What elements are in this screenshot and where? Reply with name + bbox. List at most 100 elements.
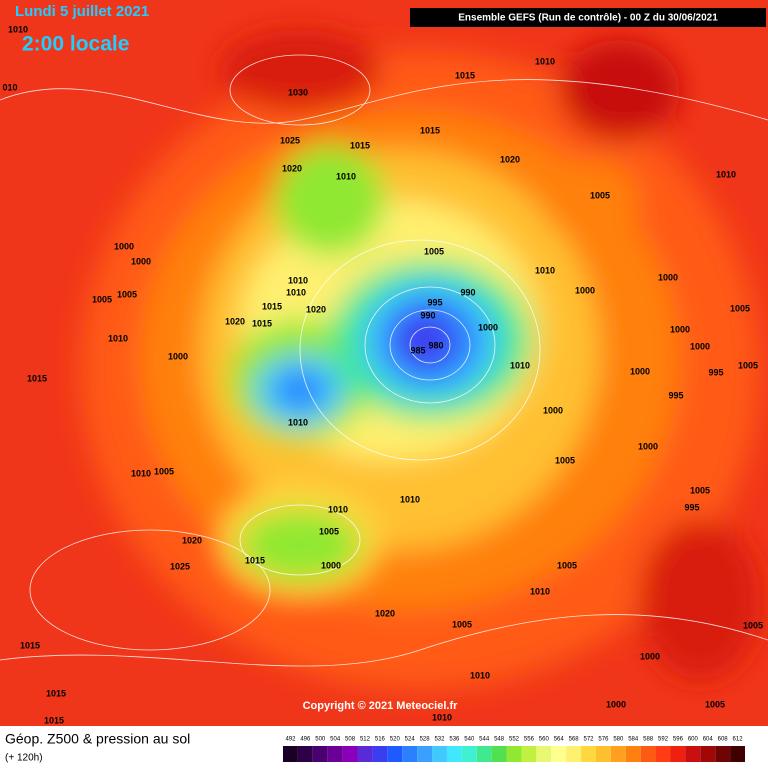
isobar-label: 990 [460, 287, 475, 297]
isobar-label: 1000 [168, 351, 188, 361]
legend-swatch [625, 746, 641, 762]
legend-level: 576 [598, 737, 609, 743]
legend-level: 588 [643, 737, 654, 743]
map-background [0, 0, 768, 726]
isobar-label: 1010 [336, 171, 356, 181]
legend-swatch [655, 746, 671, 762]
legend-level: 540 [464, 737, 475, 743]
isobar-label: 1015 [46, 688, 66, 698]
legend-swatch [536, 746, 552, 762]
isobar-label: 1000 [131, 256, 151, 266]
legend-level: 612 [733, 737, 744, 743]
isobar-label: 1010 [432, 712, 452, 722]
isobar-label: 1020 [306, 304, 326, 314]
legend-level: 520 [390, 737, 401, 743]
isobar-label: 1005 [319, 526, 339, 536]
legend-level: 532 [434, 737, 445, 743]
field-name: Géop. Z500 & pression au sol [5, 731, 190, 747]
legend-swatch [640, 746, 656, 762]
legend-swatch [476, 746, 492, 762]
legend-swatch [372, 746, 388, 762]
isobar-label: 1015 [245, 555, 265, 565]
isobar-label: 1015 [252, 318, 272, 328]
isobar-label: 1010 [400, 494, 420, 504]
legend-swatch [566, 746, 582, 762]
isobar-label: 1000 [640, 651, 660, 661]
isobar-label: 1010 [288, 275, 308, 285]
legend-level: 568 [569, 737, 580, 743]
copyright: Copyright © 2021 Meteociel.fr [303, 700, 459, 712]
legend-level: 592 [658, 737, 669, 743]
isobar-label: 1000 [543, 405, 563, 415]
legend-swatch [715, 746, 731, 762]
isobar-label: 010 [2, 82, 17, 92]
isobar-label: 1005 [690, 485, 710, 495]
isobar-label: 1005 [738, 360, 758, 370]
isobar-label: 1010 [535, 56, 555, 66]
isobar-label: 1015 [20, 640, 40, 650]
isobar-label: 1010 [108, 333, 128, 343]
legend-swatch [446, 746, 462, 762]
legend-swatch [670, 746, 686, 762]
isobar-label: 1005 [424, 246, 444, 256]
isobar-label: 1010 [530, 586, 550, 596]
isobar-label: 1015 [420, 125, 440, 135]
isobar-label: 995 [684, 502, 699, 512]
isobar-label: 1000 [606, 699, 626, 709]
legend-swatch [610, 746, 626, 762]
legend-swatch [595, 746, 611, 762]
isobar-label: 1000 [321, 560, 341, 570]
legend-swatch [506, 746, 522, 762]
legend-level: 496 [300, 737, 311, 743]
legend-level: 604 [703, 737, 714, 743]
legend-swatch [461, 746, 477, 762]
color-legend: 492 496 500 504 508 512 516 520 524 528 532 536 540 5… [283, 737, 745, 762]
legend-level: 512 [360, 737, 371, 743]
isobar-label: 1020 [225, 316, 245, 326]
isobar-label: 1005 [743, 620, 763, 630]
legend-level: 516 [375, 737, 386, 743]
legend-swatch [297, 746, 313, 762]
legend-level: 600 [688, 737, 699, 743]
isobar-label: 1015 [262, 301, 282, 311]
isobar-label: 1030 [288, 87, 308, 97]
isobar-label: 1010 [535, 265, 555, 275]
legend-level: 528 [420, 737, 431, 743]
isobar-label: 1010 [470, 670, 490, 680]
isobar-label: 1010 [288, 417, 308, 427]
legend-level: 524 [405, 737, 416, 743]
isobar-label: 1000 [670, 324, 690, 334]
legend-level: 500 [315, 737, 326, 743]
isobar-label: 1015 [350, 140, 370, 150]
isobar-label: 985 [410, 345, 425, 355]
isobar-label: 1015 [27, 373, 47, 383]
isobar-label: 995 [427, 297, 442, 307]
legend-swatch [387, 746, 403, 762]
isobar-label: 1005 [117, 289, 137, 299]
legend-level: 556 [524, 737, 535, 743]
legend-swatch [685, 746, 701, 762]
legend-swatch [402, 746, 418, 762]
legend-level: 536 [449, 737, 460, 743]
isobar-label: 1025 [280, 135, 300, 145]
isobar-label: 1005 [92, 294, 112, 304]
isobar-label: 980 [428, 340, 443, 350]
isobar-label: 1020 [375, 608, 395, 618]
isobar-label: 1010 [286, 287, 306, 297]
legend-swatch [357, 746, 373, 762]
legend-level: 548 [494, 737, 505, 743]
isobar-label: 1005 [705, 699, 725, 709]
legend-level: 584 [628, 737, 639, 743]
isobar-label: 1000 [575, 285, 595, 295]
isobar-label: 1025 [170, 561, 190, 571]
isobar-label: 995 [708, 367, 723, 377]
isobar-label: 1010 [510, 360, 530, 370]
date: Lundi 5 juillet 2021 [15, 3, 149, 20]
isobar-label: 1015 [44, 715, 64, 725]
run-box [410, 8, 766, 27]
legend-level: 552 [509, 737, 520, 743]
isobar-label: 990 [420, 310, 435, 320]
legend-swatch [700, 746, 716, 762]
